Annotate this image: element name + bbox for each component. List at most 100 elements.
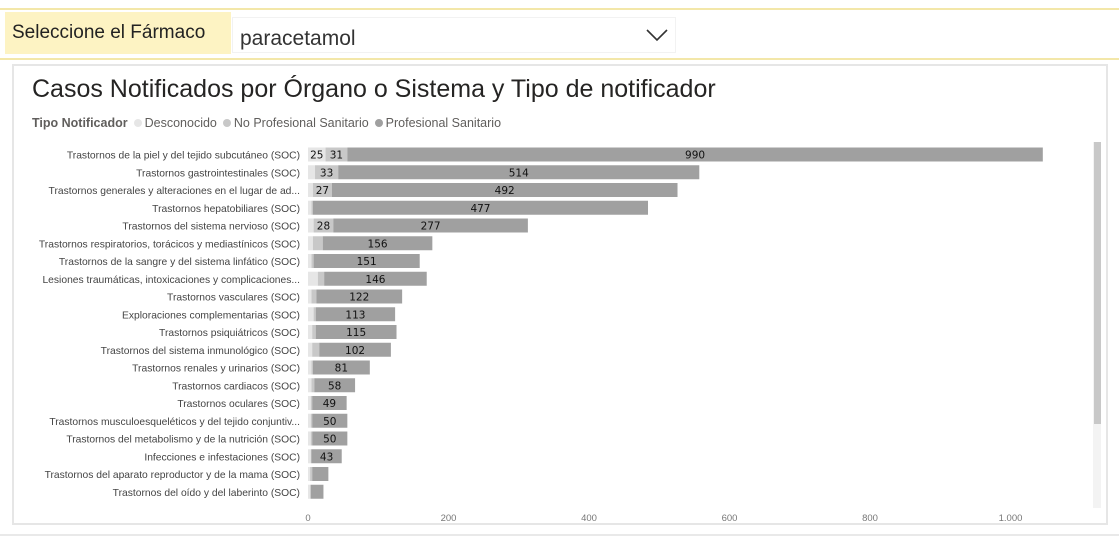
- bar-segment: [312, 325, 316, 339]
- legend-dot-icon: [222, 119, 231, 127]
- bar-segment: [312, 467, 329, 481]
- bar-segment: [308, 325, 313, 339]
- bar-segment: [315, 165, 339, 180]
- bar-segment: [308, 254, 312, 268]
- drug-dropdown-value: paracetamol: [240, 27, 356, 50]
- slicer-label-box: [5, 12, 231, 54]
- legend-dot-icon: [374, 119, 383, 127]
- legend-item-profesional[interactable]: Profesional Sanitario: [374, 116, 501, 130]
- bar-segment: [312, 413, 348, 428]
- x-tick-label: 800: [862, 513, 878, 524]
- data-label: 58: [328, 380, 341, 392]
- bar-segment: [311, 449, 342, 464]
- bar-segment: [310, 396, 313, 410]
- data-label: 81: [335, 363, 348, 375]
- category-label: Trastornos del metabolismo y de la nutri…: [66, 435, 300, 446]
- x-tick-label: 0: [305, 513, 310, 524]
- bar-segment: [310, 484, 311, 499]
- category-label: Infecciones e infestaciones (SOC): [144, 452, 300, 463]
- category-label: Trastornos hepatobiliares (SOC): [152, 204, 300, 215]
- category-label: Trastornos renales y urinarios (SOC): [132, 364, 300, 375]
- data-label: 277: [421, 221, 441, 233]
- data-label: 33: [320, 167, 333, 179]
- category-label: Trastornos de la sangre y del sistema li…: [59, 257, 300, 268]
- category-label: Trastornos vasculares (SOC): [167, 293, 300, 304]
- bar-segment: [308, 200, 312, 215]
- bar-segment: [325, 147, 348, 162]
- chevron-down-icon[interactable]: [645, 27, 669, 48]
- bar-segment: [308, 289, 312, 304]
- legend-item-desconocido[interactable]: Desconocido: [133, 116, 217, 130]
- bar-segment: [316, 289, 403, 304]
- data-label: 113: [345, 309, 365, 321]
- chart-card: [12, 64, 1108, 525]
- data-label: 990: [685, 150, 705, 162]
- data-label: 156: [368, 238, 388, 250]
- bar-segment: [319, 342, 391, 357]
- data-label: 492: [495, 185, 515, 197]
- data-label: 43: [320, 451, 333, 463]
- bar-segment: [317, 271, 325, 286]
- bar-segment: [308, 360, 312, 375]
- bar-segment: [312, 396, 347, 410]
- data-label: 146: [365, 274, 385, 286]
- drug-dropdown[interactable]: paracetamol: [232, 17, 676, 53]
- legend-label: No Profesional Sanitario: [233, 116, 369, 130]
- slicer-label: Seleccione el Fármaco: [12, 22, 206, 43]
- bar-segment: [308, 396, 311, 410]
- bar-segment: [315, 307, 396, 322]
- bar-segment: [310, 449, 312, 464]
- data-label: 477: [470, 203, 490, 215]
- legend-item-no-profesional[interactable]: No Profesional Sanitario: [222, 116, 369, 130]
- legend-label: Desconocido: [144, 116, 217, 130]
- bar-segment: [308, 484, 311, 499]
- bar-segment: [308, 378, 312, 393]
- bar-segment: [308, 431, 311, 446]
- data-label: 27: [316, 185, 329, 197]
- x-tick-label: 600: [722, 513, 738, 524]
- page-bottom-border: [0, 534, 1119, 536]
- data-label: 122: [349, 292, 369, 304]
- data-label: 50: [323, 416, 336, 428]
- bar-segment: [311, 200, 313, 215]
- category-label: Trastornos del sistema inmunológico (SOC…: [101, 346, 300, 357]
- bar-segment: [311, 254, 314, 268]
- category-label: Trastornos generales y alteraciones en e…: [49, 186, 300, 197]
- bar-segment: [308, 342, 313, 357]
- bar-segment: [312, 236, 323, 251]
- bar-segment: [311, 378, 315, 393]
- data-label: 31: [330, 150, 343, 162]
- chart-title: Casos Notificados por Órgano o Sistema y…: [32, 75, 716, 103]
- bar-segment: [322, 236, 433, 251]
- legend-title: Tipo Notificador: [32, 116, 128, 130]
- bar-segment: [331, 183, 678, 197]
- bar-segment: [310, 431, 313, 446]
- data-label: 115: [346, 327, 366, 339]
- x-tick-label: 200: [441, 513, 457, 524]
- bar-segment: [308, 236, 313, 251]
- category-label: Lesiones traumáticas, intoxicaciones y c…: [42, 275, 300, 286]
- bar-segment: [312, 431, 348, 446]
- bar-segment: [308, 165, 316, 180]
- bar-segment: [311, 360, 313, 375]
- data-label: 25: [310, 150, 323, 162]
- category-label: Trastornos cardiacos (SOC): [172, 381, 300, 392]
- bar-segment: [313, 307, 316, 322]
- bar-segment: [312, 342, 320, 357]
- bar-segment: [312, 360, 370, 375]
- category-label: Trastornos gastrointestinales (SOC): [136, 168, 300, 179]
- chart-legend: Tipo Notificador Desconocido No Profesio…: [32, 116, 507, 130]
- bar-segment: [308, 413, 311, 428]
- bar-segment: [347, 147, 1043, 162]
- data-label: 102: [345, 345, 365, 357]
- data-label: 28: [317, 221, 330, 233]
- bar-segment: [313, 254, 420, 268]
- filter-bar-bottom-border: [0, 58, 1119, 60]
- category-label: Trastornos musculoesqueléticos y del tej…: [49, 417, 300, 428]
- bar-segment: [314, 378, 356, 393]
- bar-segment: [311, 289, 317, 304]
- bar-segment: [310, 484, 324, 499]
- bar-segment: [310, 413, 313, 428]
- chart-scrollbar-thumb[interactable]: [1094, 142, 1101, 424]
- filter-bar-top-border: [0, 8, 1119, 10]
